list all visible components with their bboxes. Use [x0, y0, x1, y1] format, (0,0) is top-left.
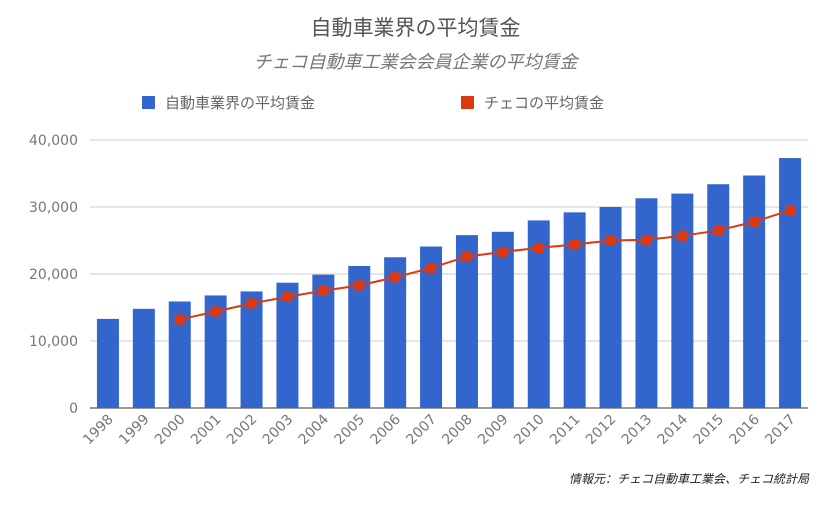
bar — [312, 274, 335, 408]
x-tick-label: 2000 — [152, 412, 189, 449]
x-tick-label: 2007 — [403, 412, 440, 449]
line-point — [677, 230, 688, 241]
source-note: 情報元：チェコ自動車工業会、チェコ統計局 — [568, 472, 809, 486]
legend-label-czech-wage: チェコの平均賃金 — [484, 94, 605, 112]
bar — [635, 198, 658, 408]
x-tick-label: 2003 — [260, 412, 297, 449]
x-tick-label: 2002 — [224, 412, 261, 449]
bar — [743, 175, 766, 408]
line-point — [354, 280, 365, 291]
series-line — [179, 209, 791, 321]
line-point — [282, 291, 293, 302]
bar — [779, 158, 802, 408]
bar — [671, 193, 694, 408]
line-point — [641, 234, 652, 245]
bar — [276, 282, 299, 408]
x-tick-label: 2001 — [188, 412, 225, 449]
bar — [96, 318, 119, 408]
x-tick-label: 1999 — [116, 412, 153, 449]
line-point — [785, 205, 796, 216]
bar — [563, 212, 586, 408]
x-tick-label: 2013 — [619, 412, 656, 449]
y-tick-label: 10,000 — [29, 334, 78, 350]
legend-item-auto-wage[interactable]: 自動車業界の平均賃金 — [142, 92, 315, 113]
bar — [132, 308, 155, 408]
x-tick-label: 2006 — [367, 411, 404, 448]
x-tick-label: 2004 — [296, 411, 333, 448]
line-point — [713, 225, 724, 236]
legend-item-czech-wage[interactable]: チェコの平均賃金 — [461, 92, 604, 113]
line-point — [246, 298, 257, 309]
chart-subtitle: チェコ自動車工業会会員企業の平均賃金 — [253, 52, 578, 73]
x-tick-label: 2012 — [583, 412, 620, 449]
bar — [384, 257, 407, 408]
x-tick-label: 2015 — [691, 412, 728, 449]
bar — [527, 220, 550, 408]
x-tick-label: 2017 — [762, 412, 799, 449]
bar — [491, 231, 514, 408]
bar — [420, 246, 443, 408]
line-point — [210, 306, 221, 317]
chart-title: 自動車業界の平均賃金 — [310, 16, 521, 40]
bar — [348, 265, 371, 408]
bar — [707, 184, 730, 408]
line-point — [749, 216, 760, 227]
x-tick-label: 1998 — [80, 412, 117, 449]
line-point — [426, 262, 437, 273]
x-tick-label: 2009 — [475, 412, 512, 449]
line-point — [605, 235, 616, 246]
y-tick-label: 20,000 — [29, 267, 78, 283]
line-point — [174, 314, 185, 325]
y-tick-label: 30,000 — [29, 200, 78, 216]
y-tick-label: 0 — [69, 401, 78, 417]
x-tick-label: 2011 — [547, 412, 584, 449]
x-tick-label: 2014 — [655, 411, 692, 448]
x-tick-label: 2016 — [726, 411, 763, 448]
line-point — [461, 251, 472, 262]
legend-swatch-auto-wage — [142, 96, 155, 109]
line-point — [497, 246, 508, 257]
line-point — [569, 239, 580, 250]
legend-swatch-czech-wage — [461, 96, 474, 109]
x-tick-label: 2008 — [439, 412, 476, 449]
legend: 自動車業界の平均賃金 チェコの平均賃金 — [0, 92, 831, 116]
bar — [204, 295, 227, 408]
legend-label-auto-wage: 自動車業界の平均賃金 — [165, 94, 316, 112]
line-point — [318, 285, 329, 296]
bar — [240, 291, 263, 408]
bar — [455, 235, 478, 408]
x-tick-label: 2005 — [332, 412, 369, 449]
bar — [168, 301, 191, 408]
bar — [599, 207, 622, 408]
y-tick-label: 40,000 — [29, 133, 78, 149]
x-tick-label: 2010 — [511, 412, 548, 449]
line-point — [390, 272, 401, 283]
line-point — [533, 242, 544, 253]
